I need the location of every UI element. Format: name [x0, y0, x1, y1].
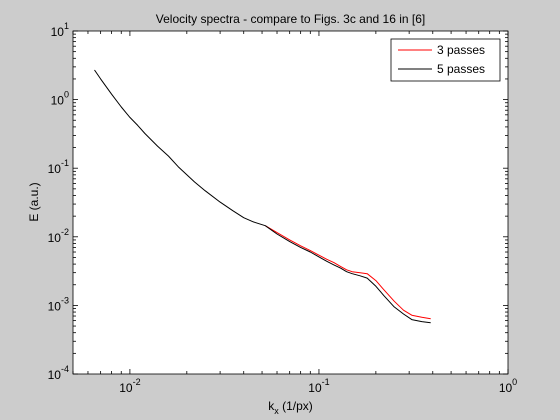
- x-tick-label-base: 10: [308, 381, 322, 395]
- y-tick-label: 10-4: [48, 364, 69, 382]
- series-lines: [94, 69, 431, 324]
- y-tick-label-base: 10: [51, 25, 65, 39]
- x-tick-label: 100: [499, 377, 517, 395]
- axis-ticks: [72, 30, 509, 375]
- y-tick-label-base: 10: [48, 368, 62, 382]
- y-tick-label: 10-1: [48, 158, 69, 176]
- y-tick-label: 10-3: [48, 295, 69, 313]
- x-tick-label: 10-2: [119, 377, 140, 395]
- x-tick-label-exponent: -1: [322, 377, 330, 387]
- x-tick-label-exponent: -2: [133, 377, 141, 387]
- x-tick-label-base: 10: [119, 381, 133, 395]
- series-line-5-passes: [94, 69, 431, 324]
- legend-box: [390, 38, 501, 82]
- x-tick-label-exponent: 0: [512, 377, 517, 387]
- y-tick-label-exponent: -1: [61, 158, 69, 168]
- x-tick-label-base: 10: [499, 381, 513, 395]
- y-tick-label-exponent: -3: [61, 295, 69, 305]
- x-axis-label: kx (1/px): [268, 399, 313, 416]
- y-tick-label-exponent: -4: [61, 364, 69, 374]
- y-tick-label: 10-2: [48, 227, 69, 245]
- legend: 3 passes 5 passes: [390, 38, 501, 82]
- y-tick-label-exponent: 0: [64, 90, 69, 100]
- x-axis-label-subscript: x: [274, 406, 279, 416]
- series-line-3-passes: [265, 225, 431, 320]
- y-tick-label-exponent: 1: [64, 21, 69, 31]
- plot-area: [73, 31, 508, 374]
- y-tick-label-base: 10: [48, 162, 62, 176]
- legend-label-5-passes: 5 passes: [437, 62, 485, 76]
- y-tick-label-base: 10: [48, 299, 62, 313]
- y-tick-label: 101: [51, 21, 69, 39]
- y-axis-label: E (a.u.): [27, 182, 41, 221]
- legend-label-3-passes: 3 passes: [437, 43, 485, 57]
- y-tick-label-base: 10: [48, 231, 62, 245]
- chart-title: Velocity spectra - compare to Figs. 3c a…: [156, 12, 425, 26]
- plot-frame: [72, 30, 509, 375]
- y-tick-label-exponent: -2: [61, 227, 69, 237]
- y-tick-label: 100: [51, 90, 69, 108]
- y-tick-label-base: 10: [51, 94, 65, 108]
- x-axis-label-main: k: [268, 399, 275, 413]
- x-axis-label-unit: (1/px): [279, 399, 313, 413]
- x-tick-label: 10-1: [308, 377, 329, 395]
